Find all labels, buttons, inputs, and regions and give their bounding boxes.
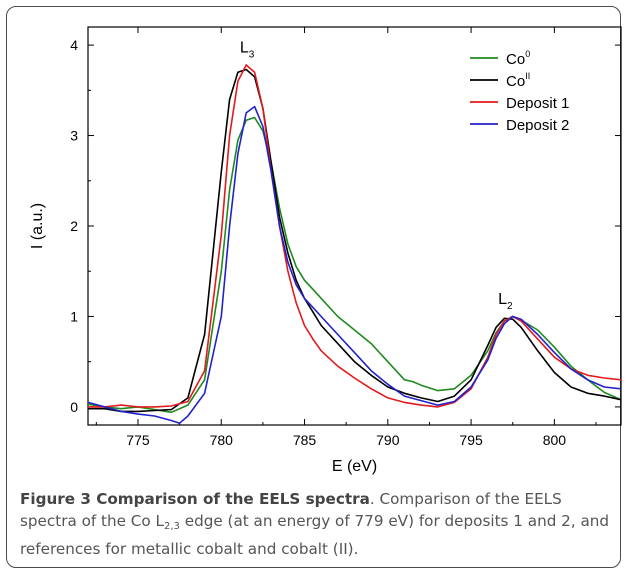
y-tick-label: 3: [70, 128, 78, 144]
x-tick-label: 775: [126, 432, 150, 448]
x-tick-label: 780: [210, 432, 234, 448]
x-axis-label: E (eV): [332, 458, 377, 475]
figure-frame: [6, 6, 621, 568]
series-group: [87, 64, 622, 425]
x-tick-label: 800: [543, 432, 567, 448]
y-tick-label: 0: [70, 399, 78, 415]
axes: 775 780 785 790 795 800 0 1 2 3 4 E (eV) I (a.u.): [29, 26, 622, 475]
y-axis-label: I (a.u.): [29, 203, 46, 249]
legend-label: Co0: [506, 49, 530, 68]
plot-border: [87, 26, 622, 426]
x-tick-label: 790: [376, 432, 400, 448]
caption-text-2: edge (at an energy of 779 eV) for deposi…: [20, 512, 610, 558]
legend-label: Deposit 1: [506, 95, 569, 112]
series-line-co0: [87, 116, 622, 414]
peak-label-subscript: 3: [249, 49, 255, 60]
legend-label: CoII: [506, 71, 530, 90]
legend-label-superscript: 0: [525, 49, 530, 59]
peak-label: L2: [498, 291, 513, 312]
figure-caption: Figure 3 Comparison of the EELS spectra.…: [20, 488, 614, 560]
legend-label: Deposit 2: [506, 117, 569, 134]
legend: Co0 CoII Deposit 1 Deposit 2: [470, 49, 569, 134]
y-tick-label: 2: [70, 218, 78, 234]
x-tick-label: 785: [293, 432, 317, 448]
series-line-coii: [88, 68, 622, 413]
x-tick-label: 795: [459, 432, 483, 448]
y-tick-label: 4: [70, 37, 78, 53]
eels-chart: 775 780 785 790 795 800 0 1 2 3 4 E (eV) I (a.u.) L3…: [29, 26, 622, 475]
series-line-deposit-2: [87, 105, 622, 425]
peak-label-subscript: 2: [507, 301, 513, 312]
caption-subscript: 2,3: [164, 521, 180, 532]
caption-text-1: . Comparison of the EELS spectra of the …: [20, 490, 562, 530]
y-tick-label: 1: [70, 308, 78, 324]
peak-label: L3: [240, 39, 255, 60]
legend-label-superscript: II: [525, 71, 530, 81]
caption-title: Figure 3 Comparison of the EELS spectra: [20, 490, 370, 508]
